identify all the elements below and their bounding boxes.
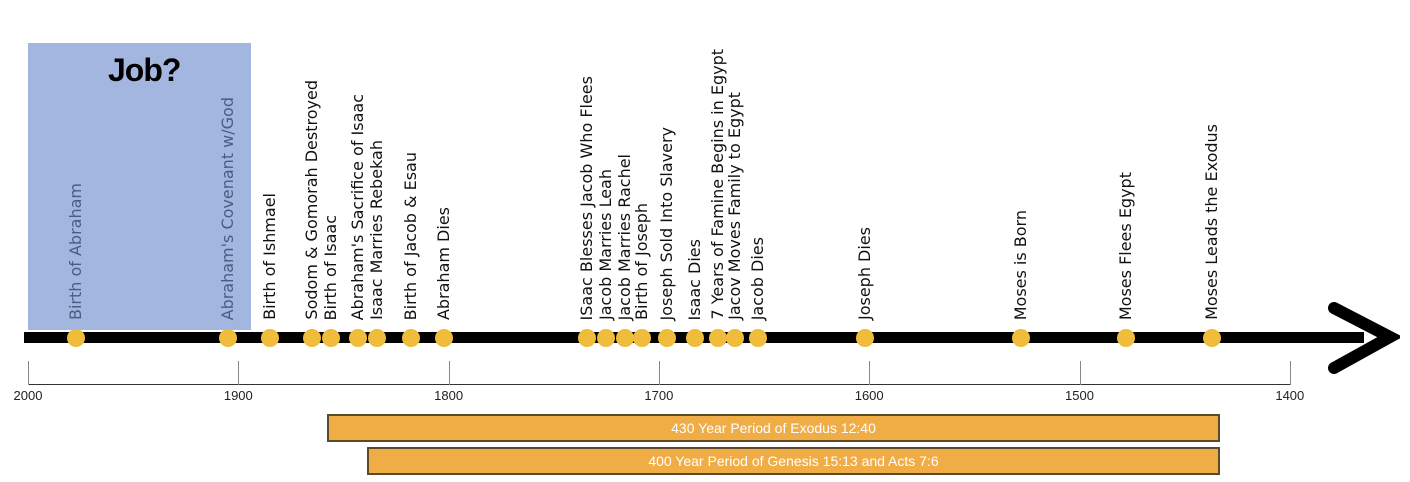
event-label: Jacov Moves Family to Egypt [724,92,744,320]
event-marker [67,329,86,347]
event-label: ISaac Blesses Jacob Who Flees [577,75,597,320]
tick-label: 1600 [854,388,884,403]
tick-mark [448,361,450,385]
event-label: Joseph Dies [854,226,874,320]
event-marker [658,329,677,347]
event-label: Abraham's Sacrifice of Isaac [348,93,368,320]
event-label: Birth of Isaac [320,214,340,320]
event-marker [218,329,237,347]
event-label: Joseph Sold Into Slavery [657,126,677,320]
event-label: Jacob Dies [747,236,767,320]
tick-label: 1700 [644,388,674,403]
event-label: Jacob Marries Leah [596,169,616,320]
event-marker [725,329,744,347]
event-label: Sodom & Gomorah Destroyed [301,80,321,320]
tick-label: 1900 [223,388,253,403]
event-marker [1202,329,1221,347]
tick-label: 1400 [1275,388,1305,403]
period-bar: 430 Year Period of Exodus 12:40 [326,414,1221,442]
event-marker [708,329,727,347]
job-highlight-region [28,43,251,330]
tick-mark [658,361,660,385]
event-label: Moses is Born [1010,209,1030,320]
event-marker [435,329,454,347]
tick-mark [1079,361,1081,385]
event-label: Birth of Joseph [632,203,652,320]
event-label: Isaac Marries Rebekah [367,140,387,320]
event-marker [1116,329,1135,347]
tick-mark [1289,361,1291,385]
event-label: Birth of Ishmael [259,193,279,320]
event-label: Abraham Dies [434,206,454,320]
event-label: Abraham's Covenant w/God [217,96,237,320]
event-label: Birth of Jacob & Esau [400,151,420,320]
tick-label: 1800 [434,388,464,403]
event-marker [368,329,387,347]
event-marker [748,329,767,347]
event-marker [349,329,368,347]
event-marker [597,329,616,347]
event-marker [321,329,340,347]
event-marker [633,329,652,347]
event-marker [616,329,635,347]
event-marker [401,329,420,347]
event-marker [685,329,704,347]
event-label: Moses Flees Egypt [1115,171,1135,320]
tick-mark [28,361,29,385]
period-bar: 400 Year Period of Genesis 15:13 and Act… [366,447,1221,475]
event-label: Moses Leads the Exodus [1201,124,1221,320]
tick-mark [238,361,240,385]
arrow-head-icon [1328,302,1400,374]
job-label: Job? [108,52,181,88]
event-marker [260,329,279,347]
tick-label: 1500 [1065,388,1094,403]
event-marker [302,329,321,347]
event-marker [855,329,874,347]
event-label: Isaac Dies [684,238,704,321]
event-label: Birth of Abraham [66,182,86,320]
event-marker [1011,329,1030,347]
tick-mark [869,361,871,385]
tick-label: 2000 [13,388,43,403]
event-marker [578,329,597,347]
